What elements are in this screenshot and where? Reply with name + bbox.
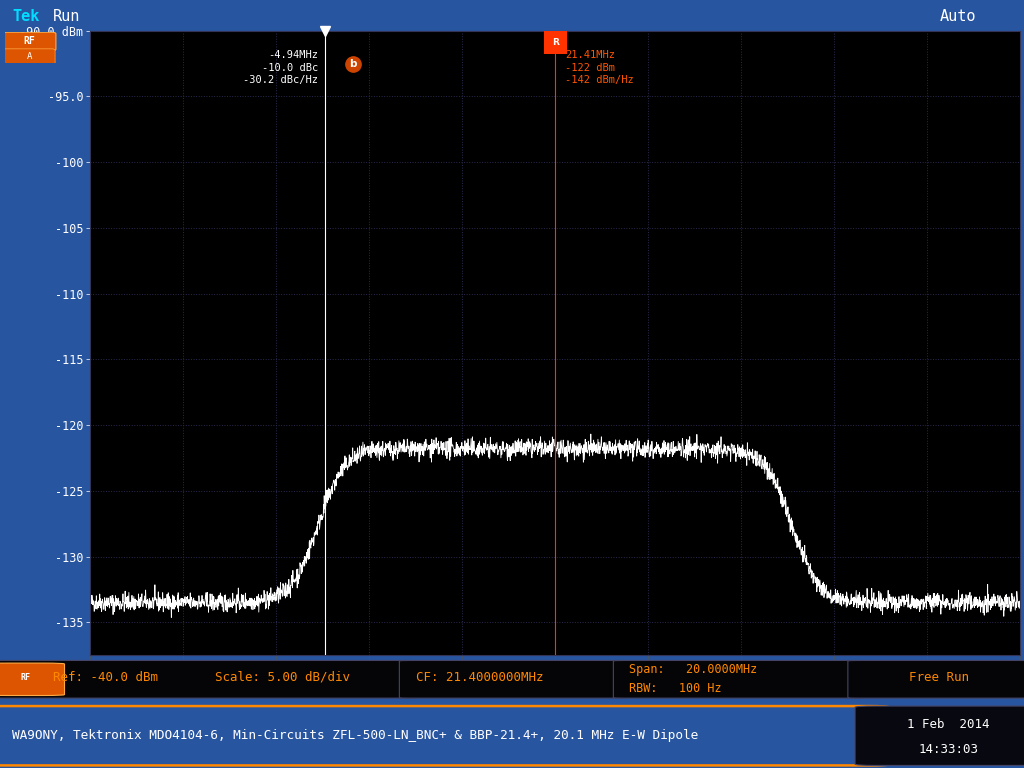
Text: 1 Feb  2014: 1 Feb 2014 bbox=[907, 717, 989, 730]
Text: Auto: Auto bbox=[940, 9, 977, 24]
Text: R: R bbox=[552, 38, 559, 47]
Text: 11.4MHz: 11.4MHz bbox=[90, 665, 140, 678]
Text: WA9ONY, Tektronix MDO4104-6, Min-Circuits ZFL-500-LN_BNC+ & BBP-21.4+, 20.1 MHz : WA9ONY, Tektronix MDO4104-6, Min-Circuit… bbox=[12, 730, 698, 742]
Text: CF: 21.4000000MHz: CF: 21.4000000MHz bbox=[416, 670, 544, 684]
Text: Scale: 5.00 dB/div: Scale: 5.00 dB/div bbox=[215, 670, 350, 684]
Text: -4.94MHz
-10.0 dBc
-30.2 dBc/Hz: -4.94MHz -10.0 dBc -30.2 dBc/Hz bbox=[244, 51, 318, 85]
Bar bbox=[544, 31, 567, 55]
Text: Run: Run bbox=[53, 9, 81, 24]
Text: A: A bbox=[27, 52, 32, 61]
FancyBboxPatch shape bbox=[3, 49, 55, 65]
Text: RF: RF bbox=[24, 36, 35, 46]
FancyBboxPatch shape bbox=[3, 32, 56, 51]
FancyBboxPatch shape bbox=[0, 706, 889, 766]
FancyBboxPatch shape bbox=[848, 660, 1024, 698]
Text: Free Run: Free Run bbox=[909, 670, 969, 684]
FancyBboxPatch shape bbox=[0, 663, 65, 696]
FancyBboxPatch shape bbox=[399, 660, 630, 698]
Text: 21.41MHz
-122 dBm
-142 dBm/Hz: 21.41MHz -122 dBm -142 dBm/Hz bbox=[565, 51, 634, 85]
FancyBboxPatch shape bbox=[855, 706, 1024, 766]
FancyBboxPatch shape bbox=[613, 660, 864, 698]
Text: b: b bbox=[349, 58, 357, 68]
FancyBboxPatch shape bbox=[0, 660, 416, 698]
Text: Ref: -40.0 dBm: Ref: -40.0 dBm bbox=[53, 670, 159, 684]
Text: 31.4MHz: 31.4MHz bbox=[970, 665, 1020, 678]
Text: RF: RF bbox=[20, 673, 31, 682]
Text: RBW:   100 Hz: RBW: 100 Hz bbox=[629, 683, 721, 696]
Text: Span:   20.0000MHz: Span: 20.0000MHz bbox=[629, 663, 757, 676]
Text: Tek: Tek bbox=[12, 9, 40, 24]
Text: 14:33:03: 14:33:03 bbox=[919, 743, 978, 756]
